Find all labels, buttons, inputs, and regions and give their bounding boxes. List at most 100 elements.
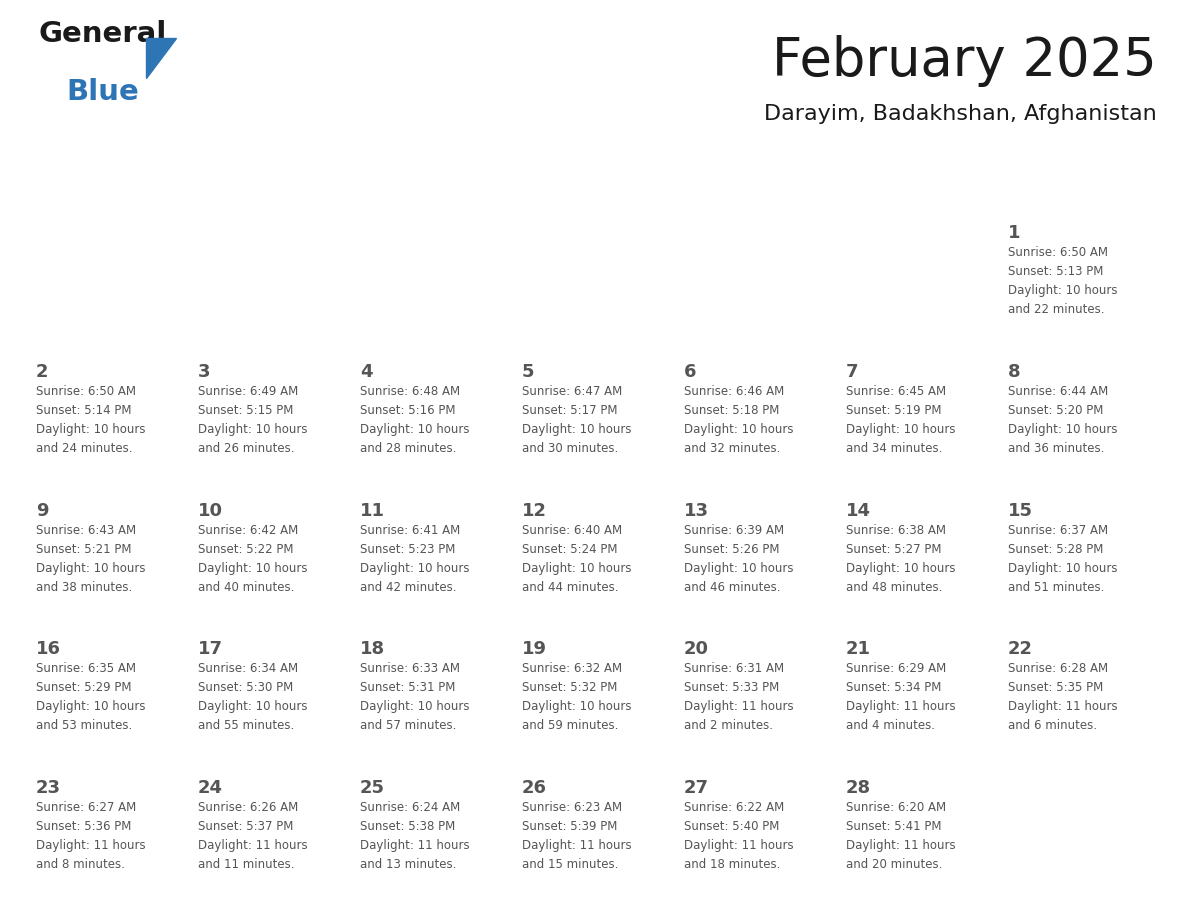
Text: 1: 1 — [1007, 224, 1020, 242]
Text: 16: 16 — [36, 641, 61, 658]
Text: Daylight: 10 hours: Daylight: 10 hours — [360, 700, 469, 713]
Text: Sunset: 5:23 PM: Sunset: 5:23 PM — [360, 543, 455, 555]
Text: Daylight: 10 hours: Daylight: 10 hours — [684, 423, 794, 436]
Text: Sunrise: 6:42 AM: Sunrise: 6:42 AM — [198, 523, 298, 537]
Text: Sunrise: 6:45 AM: Sunrise: 6:45 AM — [846, 385, 946, 397]
Text: 8: 8 — [1007, 363, 1020, 381]
Text: Friday: Friday — [849, 180, 906, 198]
Text: Sunrise: 6:26 AM: Sunrise: 6:26 AM — [198, 801, 298, 814]
Text: 15: 15 — [1007, 501, 1034, 520]
Text: Daylight: 10 hours: Daylight: 10 hours — [360, 423, 469, 436]
Text: Daylight: 10 hours: Daylight: 10 hours — [36, 423, 145, 436]
Text: Daylight: 11 hours: Daylight: 11 hours — [846, 700, 955, 713]
Text: 27: 27 — [684, 779, 709, 797]
Text: and 51 minutes.: and 51 minutes. — [1007, 580, 1105, 594]
Text: Sunset: 5:14 PM: Sunset: 5:14 PM — [36, 404, 132, 417]
Text: Daylight: 10 hours: Daylight: 10 hours — [198, 562, 308, 575]
Text: 20: 20 — [684, 641, 709, 658]
Text: Daylight: 10 hours: Daylight: 10 hours — [198, 423, 308, 436]
Text: 22: 22 — [1007, 641, 1034, 658]
Text: Sunset: 5:24 PM: Sunset: 5:24 PM — [522, 543, 618, 555]
Text: Sunrise: 6:38 AM: Sunrise: 6:38 AM — [846, 523, 946, 537]
Text: 9: 9 — [36, 501, 49, 520]
Text: Sunset: 5:19 PM: Sunset: 5:19 PM — [846, 404, 942, 417]
Text: Sunset: 5:27 PM: Sunset: 5:27 PM — [846, 543, 942, 555]
Text: Daylight: 11 hours: Daylight: 11 hours — [36, 839, 146, 852]
Text: Blue: Blue — [67, 78, 139, 106]
Text: Wednesday: Wednesday — [525, 180, 633, 198]
Text: Sunrise: 6:48 AM: Sunrise: 6:48 AM — [360, 385, 460, 397]
Text: and 38 minutes.: and 38 minutes. — [36, 580, 132, 594]
Text: 23: 23 — [36, 779, 61, 797]
Text: Daylight: 11 hours: Daylight: 11 hours — [360, 839, 469, 852]
Text: Daylight: 11 hours: Daylight: 11 hours — [684, 839, 794, 852]
Text: Daylight: 10 hours: Daylight: 10 hours — [522, 700, 632, 713]
Text: Daylight: 10 hours: Daylight: 10 hours — [684, 562, 794, 575]
Text: 11: 11 — [360, 501, 385, 520]
Text: Sunrise: 6:44 AM: Sunrise: 6:44 AM — [1007, 385, 1108, 397]
Polygon shape — [146, 38, 176, 78]
Text: Sunrise: 6:47 AM: Sunrise: 6:47 AM — [522, 385, 623, 397]
Text: and 2 minutes.: and 2 minutes. — [684, 720, 773, 733]
Text: and 48 minutes.: and 48 minutes. — [846, 580, 942, 594]
Text: and 11 minutes.: and 11 minutes. — [198, 858, 295, 871]
Text: and 55 minutes.: and 55 minutes. — [198, 720, 295, 733]
Text: 14: 14 — [846, 501, 871, 520]
Text: Sunset: 5:15 PM: Sunset: 5:15 PM — [198, 404, 293, 417]
Text: Sunset: 5:34 PM: Sunset: 5:34 PM — [846, 681, 941, 694]
Text: February 2025: February 2025 — [772, 35, 1157, 87]
Text: Daylight: 11 hours: Daylight: 11 hours — [522, 839, 632, 852]
Text: Sunrise: 6:37 AM: Sunrise: 6:37 AM — [1007, 523, 1108, 537]
Text: Sunrise: 6:23 AM: Sunrise: 6:23 AM — [522, 801, 623, 814]
Text: Sunrise: 6:49 AM: Sunrise: 6:49 AM — [198, 385, 298, 397]
Text: Daylight: 10 hours: Daylight: 10 hours — [1007, 284, 1118, 297]
Text: and 6 minutes.: and 6 minutes. — [1007, 720, 1097, 733]
Text: Sunset: 5:37 PM: Sunset: 5:37 PM — [198, 820, 293, 834]
Text: 10: 10 — [198, 501, 223, 520]
Text: Sunset: 5:35 PM: Sunset: 5:35 PM — [1007, 681, 1104, 694]
Text: Sunrise: 6:34 AM: Sunrise: 6:34 AM — [198, 663, 298, 676]
Text: Sunrise: 6:29 AM: Sunrise: 6:29 AM — [846, 663, 947, 676]
Text: Sunrise: 6:46 AM: Sunrise: 6:46 AM — [684, 385, 784, 397]
Text: 19: 19 — [522, 641, 546, 658]
Text: and 15 minutes.: and 15 minutes. — [522, 858, 619, 871]
Text: and 28 minutes.: and 28 minutes. — [360, 442, 456, 454]
Text: Saturday: Saturday — [1011, 180, 1095, 198]
Text: and 36 minutes.: and 36 minutes. — [1007, 442, 1105, 454]
Text: Sunset: 5:40 PM: Sunset: 5:40 PM — [684, 820, 779, 834]
Text: Daylight: 11 hours: Daylight: 11 hours — [684, 700, 794, 713]
Text: Sunrise: 6:31 AM: Sunrise: 6:31 AM — [684, 663, 784, 676]
Text: 13: 13 — [684, 501, 709, 520]
Text: and 22 minutes.: and 22 minutes. — [1007, 303, 1105, 316]
Text: Sunset: 5:18 PM: Sunset: 5:18 PM — [684, 404, 779, 417]
Text: Sunrise: 6:22 AM: Sunrise: 6:22 AM — [684, 801, 784, 814]
Text: Sunset: 5:36 PM: Sunset: 5:36 PM — [36, 820, 132, 834]
Text: Thursday: Thursday — [688, 180, 773, 198]
Text: and 30 minutes.: and 30 minutes. — [522, 442, 618, 454]
Text: Sunrise: 6:50 AM: Sunrise: 6:50 AM — [1007, 246, 1108, 259]
Text: and 42 minutes.: and 42 minutes. — [360, 580, 456, 594]
Text: 28: 28 — [846, 779, 871, 797]
Text: 7: 7 — [846, 363, 859, 381]
Text: Sunrise: 6:27 AM: Sunrise: 6:27 AM — [36, 801, 137, 814]
Text: and 59 minutes.: and 59 minutes. — [522, 720, 619, 733]
Text: Sunrise: 6:24 AM: Sunrise: 6:24 AM — [360, 801, 460, 814]
Text: and 20 minutes.: and 20 minutes. — [846, 858, 942, 871]
Text: Sunset: 5:41 PM: Sunset: 5:41 PM — [846, 820, 942, 834]
Text: and 4 minutes.: and 4 minutes. — [846, 720, 935, 733]
Text: Sunset: 5:16 PM: Sunset: 5:16 PM — [360, 404, 455, 417]
Text: Daylight: 11 hours: Daylight: 11 hours — [198, 839, 308, 852]
Text: Sunrise: 6:28 AM: Sunrise: 6:28 AM — [1007, 663, 1108, 676]
Text: Sunrise: 6:43 AM: Sunrise: 6:43 AM — [36, 523, 137, 537]
Text: Sunrise: 6:33 AM: Sunrise: 6:33 AM — [360, 663, 460, 676]
Text: Darayim, Badakhshan, Afghanistan: Darayim, Badakhshan, Afghanistan — [764, 104, 1157, 124]
Text: Sunset: 5:22 PM: Sunset: 5:22 PM — [198, 543, 293, 555]
Text: Monday: Monday — [201, 180, 274, 198]
Text: and 13 minutes.: and 13 minutes. — [360, 858, 456, 871]
Text: 17: 17 — [198, 641, 223, 658]
Text: and 8 minutes.: and 8 minutes. — [36, 858, 125, 871]
Text: Daylight: 10 hours: Daylight: 10 hours — [522, 423, 632, 436]
Text: Sunset: 5:17 PM: Sunset: 5:17 PM — [522, 404, 618, 417]
Text: Sunrise: 6:41 AM: Sunrise: 6:41 AM — [360, 523, 460, 537]
Text: and 18 minutes.: and 18 minutes. — [684, 858, 781, 871]
